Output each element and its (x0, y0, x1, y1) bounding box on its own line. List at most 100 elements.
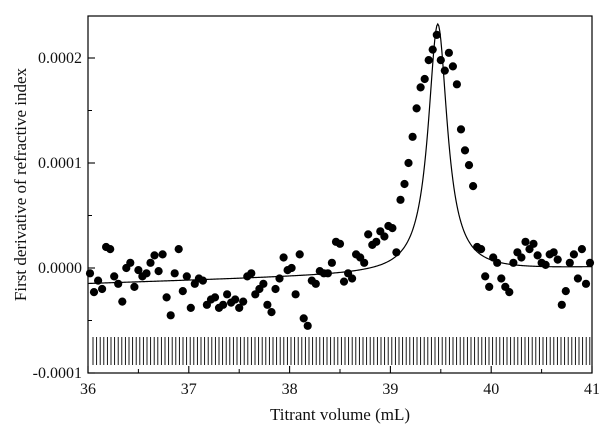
data-point (420, 74, 429, 84)
data-point (452, 80, 461, 89)
data-point (497, 274, 506, 283)
data-point (150, 251, 159, 260)
data-point (219, 300, 228, 309)
y-tick-label: -0.0001 (33, 365, 82, 382)
data-point (299, 314, 308, 323)
data-point (146, 258, 155, 267)
data-point (170, 269, 179, 278)
data-point (134, 266, 143, 275)
data-point (428, 45, 437, 54)
data-point (460, 146, 470, 155)
data-point (327, 258, 336, 267)
x-axis: 36 37 38 39 40 41 (80, 366, 600, 398)
data-point (287, 263, 296, 273)
data-point (372, 237, 381, 246)
data-point (533, 251, 542, 260)
data-point (485, 282, 494, 291)
data-point (541, 260, 550, 269)
data-point (581, 279, 591, 288)
data-point (380, 232, 389, 241)
data-point (360, 258, 369, 267)
baseline-hatch (92, 337, 591, 365)
data-point (517, 253, 526, 262)
data-point (505, 288, 514, 297)
data-point (509, 258, 518, 267)
data-point (162, 293, 171, 302)
data-point (279, 253, 288, 262)
data-point (142, 269, 151, 278)
data-point (339, 277, 349, 286)
x-tick-label: 41 (584, 381, 600, 398)
data-point (89, 288, 99, 297)
data-point (392, 248, 401, 257)
data-point (267, 308, 276, 317)
data-point (126, 258, 135, 267)
data-point (396, 195, 405, 204)
data-point (94, 276, 103, 285)
data-point (388, 224, 397, 233)
data-point (166, 311, 175, 320)
x-tick-label: 39 (382, 381, 398, 398)
data-point (291, 290, 300, 299)
data-point (182, 272, 191, 281)
plot-frame (87, 15, 593, 374)
data-point (231, 295, 240, 304)
data-point (311, 279, 320, 288)
data-point (404, 158, 413, 168)
data-point (549, 248, 558, 257)
data-point (557, 300, 566, 309)
data-point (412, 104, 421, 113)
data-point (448, 62, 457, 71)
data-point (259, 279, 268, 288)
data-point (432, 30, 441, 39)
data-point (235, 303, 244, 312)
data-point (118, 297, 127, 306)
x-axis-title: Titrant volume (mL) (270, 405, 410, 424)
data-point (364, 230, 373, 239)
data-point (561, 287, 570, 296)
x-tick-label: 38 (282, 381, 298, 398)
data-point (573, 274, 583, 283)
data-point (577, 245, 587, 254)
data-point (210, 293, 220, 302)
data-point (247, 269, 256, 278)
data-point (130, 282, 139, 291)
data-point (400, 179, 409, 189)
data-point (521, 237, 530, 246)
data-point (174, 245, 183, 254)
data-point (198, 276, 207, 285)
data-point (85, 269, 95, 278)
data-point (481, 272, 490, 281)
y-tick-label: 0.0001 (38, 155, 82, 172)
data-point (106, 245, 115, 254)
data-point (464, 161, 474, 170)
data-point (469, 182, 478, 191)
y-tick-label: 0.0002 (38, 50, 82, 67)
data-point (585, 258, 595, 267)
y-axis-title: First derivative of refractive index (11, 67, 30, 301)
y-tick-label: 0.0000 (38, 260, 82, 277)
data-point (565, 258, 574, 267)
data-point (440, 66, 449, 75)
data-point (223, 290, 232, 299)
data-point (323, 269, 332, 278)
y-axis: -0.0001 0.0000 0.0001 0.0002 (33, 50, 95, 382)
data-point (436, 56, 445, 65)
data-point (295, 250, 304, 259)
data-point (110, 272, 119, 281)
data-point (239, 297, 248, 306)
data-point (477, 245, 486, 254)
data-point (186, 303, 195, 312)
data-points (85, 30, 595, 330)
data-point (408, 132, 417, 141)
data-point (303, 321, 312, 330)
data-point (553, 255, 562, 264)
x-tick-label: 40 (483, 381, 499, 398)
data-point (178, 287, 187, 296)
data-point (424, 56, 433, 65)
data-point (444, 48, 453, 57)
x-tick-label: 37 (181, 381, 197, 398)
data-point (335, 239, 345, 248)
x-tick-label: 36 (80, 381, 96, 398)
